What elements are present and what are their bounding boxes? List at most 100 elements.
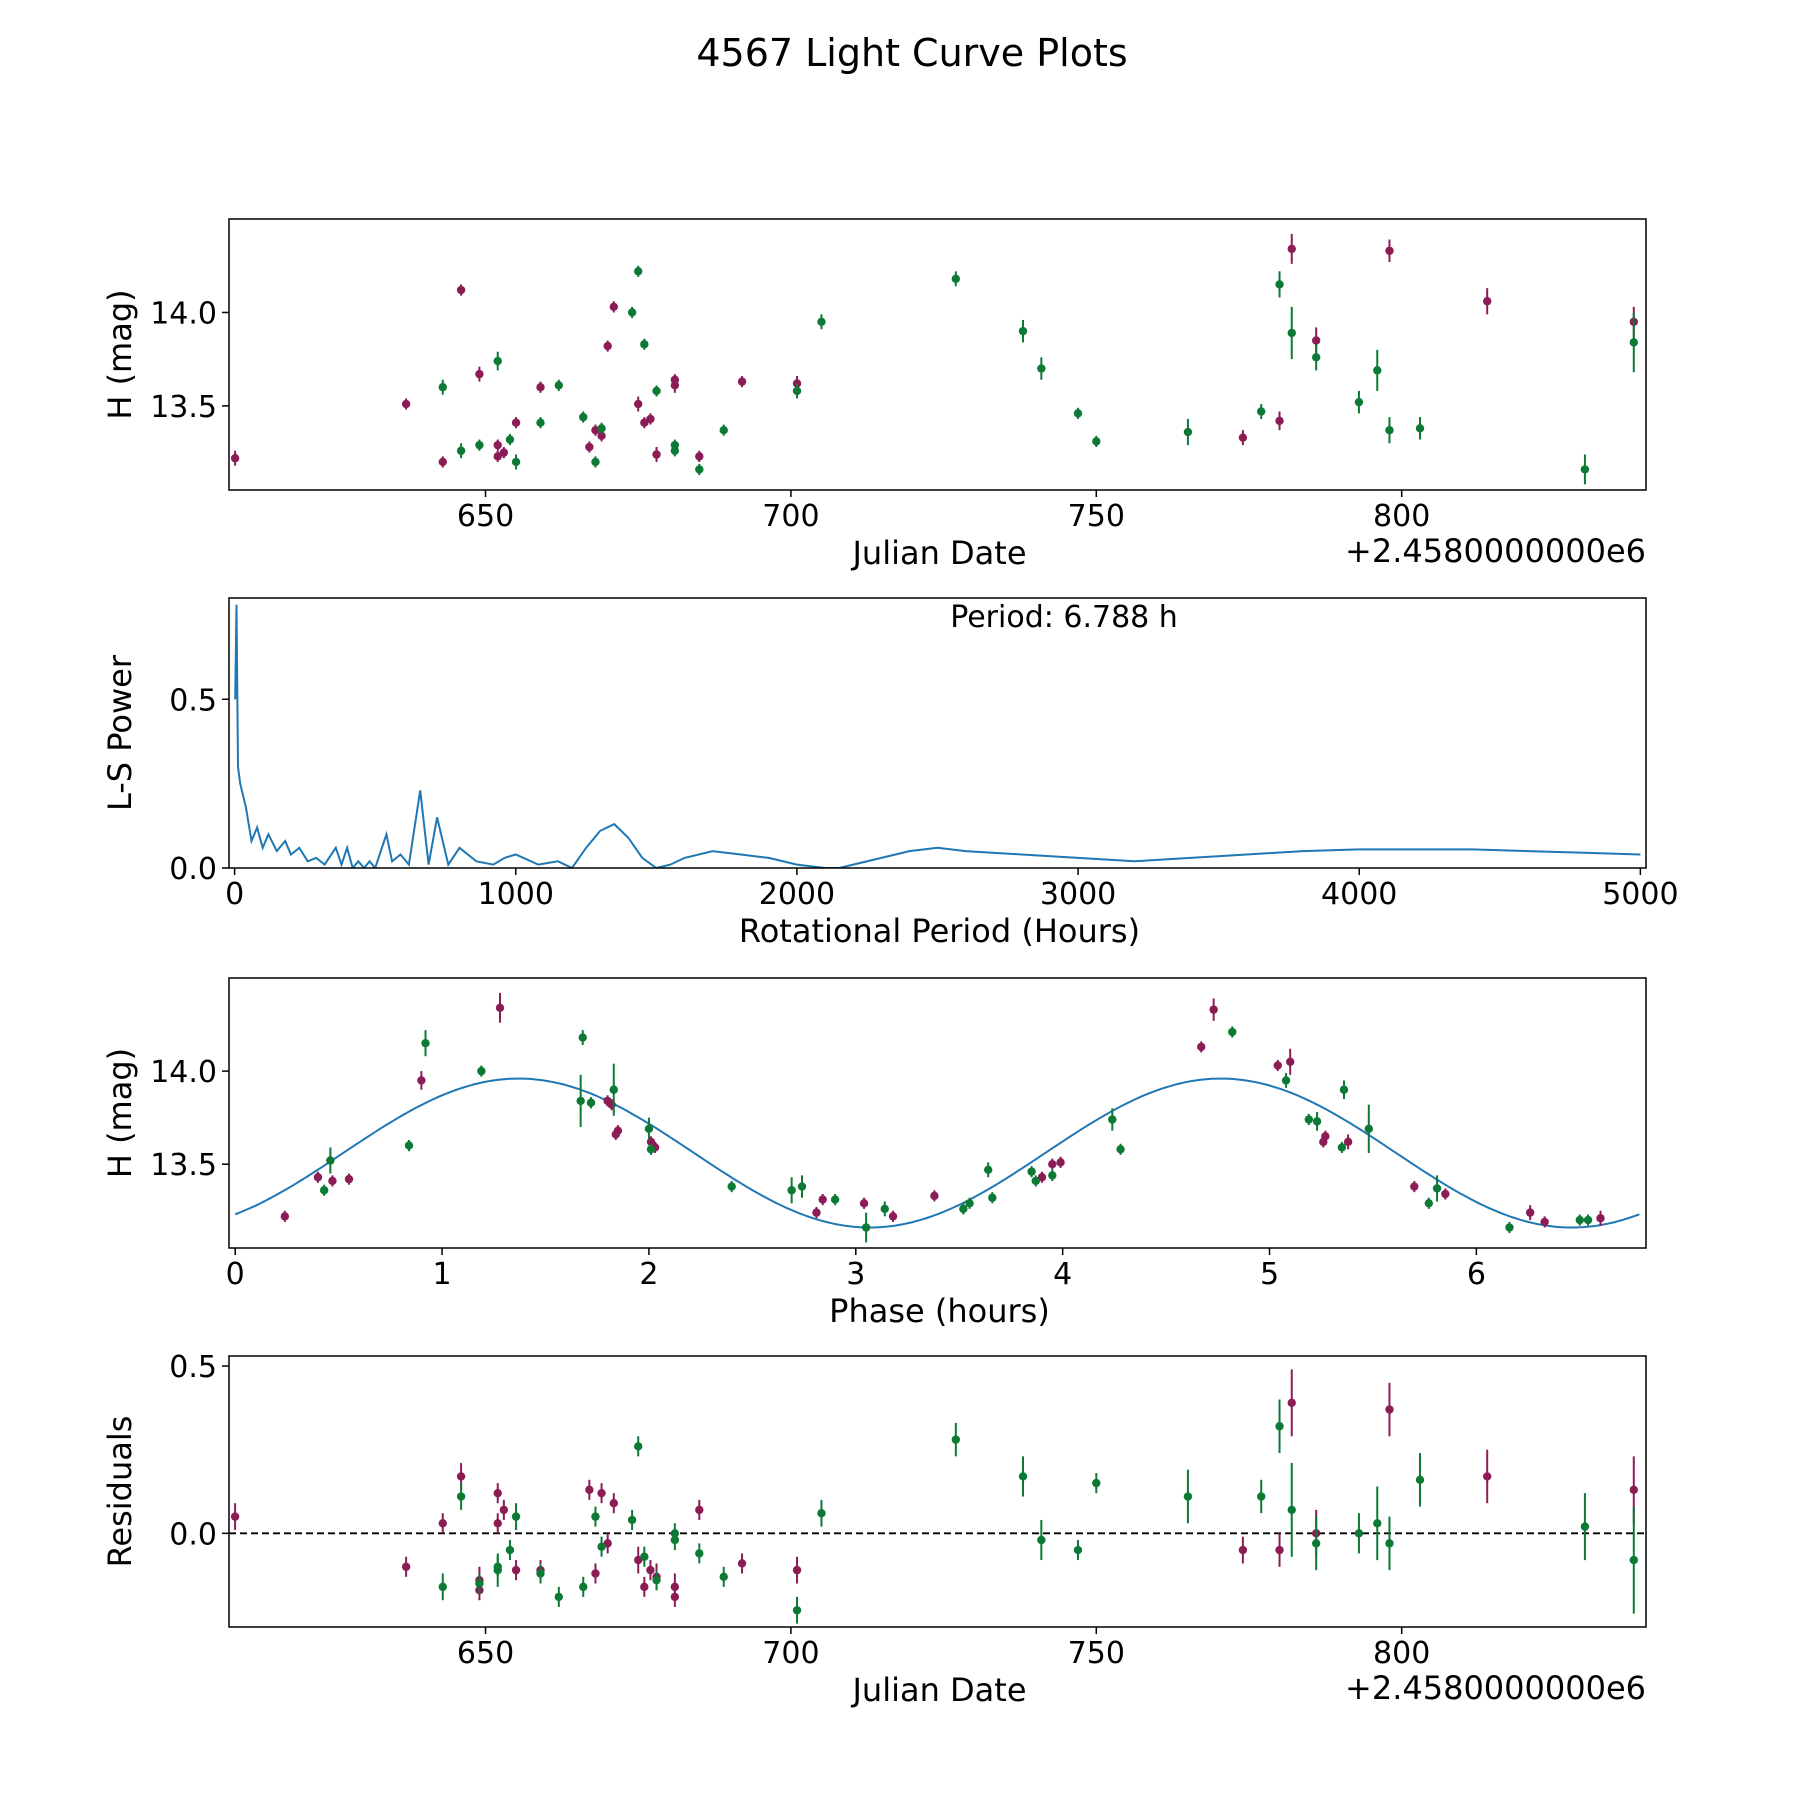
light-curve-data-point — [536, 383, 545, 392]
residuals-data-point — [1385, 1539, 1394, 1548]
light-curve-data-point — [1037, 364, 1046, 373]
light-curve-data-point — [456, 446, 466, 455]
periodogram-plot-area — [234, 604, 1641, 868]
phase-folded-data-point — [1339, 1085, 1349, 1094]
residuals-data-point — [493, 1519, 502, 1528]
phase-folded-data-point — [1575, 1215, 1585, 1225]
residuals-panel: 650 700 750 800 0.0 0.5 Julian Date Residuals +2… — [101, 1350, 1647, 1709]
phase-folded-data-point — [983, 1165, 993, 1174]
phase-folded-data-point — [1031, 1176, 1040, 1186]
residuals-data-point — [1275, 1422, 1284, 1431]
phase-folded-data-point — [965, 1199, 974, 1208]
residuals-y-tick-label: 0.0 — [169, 1517, 217, 1552]
residuals-data-point — [652, 1575, 661, 1585]
phase-folded-panel: 0 1 2 3 4 5 6 13.5 14.0 Phase (hours) H (mag) — [101, 977, 1647, 1330]
residuals-data-point — [817, 1509, 826, 1518]
periodogram-y-tick-label: 0.0 — [169, 852, 217, 887]
phase-folded-data-point — [495, 1003, 505, 1012]
phase-folded-data-point — [1410, 1182, 1419, 1191]
residuals-data-point — [792, 1565, 802, 1575]
residuals-data-point — [695, 1549, 704, 1558]
residuals-data-point — [499, 1505, 509, 1515]
phase-folded-data-point — [421, 1038, 430, 1048]
phase-folded-data-point — [280, 1212, 290, 1221]
residuals-data-point — [585, 1485, 594, 1495]
phase-folded-data-point — [477, 1066, 486, 1076]
light-curve-data-point — [597, 424, 606, 433]
light-curve-data-point — [1311, 336, 1321, 345]
residuals-data-point — [737, 1559, 747, 1568]
phase-folded-y-axis-label: H (mag) — [101, 1048, 139, 1178]
phase-folded-data-point — [1048, 1160, 1057, 1169]
phase-folded-data-point — [328, 1176, 337, 1186]
phase-folded-data-point — [613, 1126, 623, 1135]
residuals-data-point — [1385, 1405, 1394, 1414]
light-curve-data-point — [737, 377, 747, 386]
phase-folded-x-tick-label: 6 — [1467, 1257, 1486, 1292]
phase-folded-data-point — [319, 1186, 329, 1195]
residuals-data-point — [438, 1582, 447, 1592]
residuals-data-point — [951, 1435, 961, 1444]
light-curve-data-point — [456, 285, 466, 295]
residuals-plot-area — [230, 1369, 1638, 1624]
light-curve-data-point — [792, 379, 802, 388]
residuals-data-point — [792, 1606, 802, 1615]
light-curve-data-point — [695, 452, 704, 461]
phase-folded-data-point — [1364, 1124, 1374, 1134]
light-curve-data-point — [493, 452, 502, 461]
phase-folded-data-point — [1048, 1171, 1057, 1180]
light-curve-data-point — [817, 317, 826, 326]
residuals-y-tick-label: 0.5 — [169, 1350, 217, 1385]
light-curve-data-point — [1311, 353, 1321, 362]
residuals-data-point — [493, 1488, 502, 1498]
residuals-data-point — [640, 1552, 649, 1561]
residuals-data-point — [640, 1582, 649, 1592]
residuals-data-point — [475, 1579, 484, 1588]
phase-folded-y-tick-label: 13.5 — [150, 1148, 217, 1183]
phase-folded-data-point — [859, 1199, 869, 1208]
light-curve-x-tick-label: 750 — [1068, 499, 1125, 534]
light-curve-data-point — [499, 448, 509, 457]
residuals-data-point — [1629, 1485, 1638, 1495]
light-curve-data-point — [1580, 465, 1590, 474]
residuals-data-point — [719, 1572, 728, 1582]
light-curve-data-point — [585, 442, 594, 452]
light-curve-data-point — [670, 375, 680, 384]
residuals-data-point — [1354, 1529, 1364, 1538]
light-curve-data-point — [597, 431, 606, 440]
light-curve-data-point — [1287, 328, 1296, 338]
light-curve-data-point — [1092, 437, 1101, 446]
light-curve-data-point — [1275, 416, 1284, 426]
phase-folded-data-point — [1027, 1167, 1036, 1176]
phase-folded-data-point — [576, 1096, 585, 1106]
residuals-data-point — [1183, 1492, 1193, 1501]
light-curve-data-point — [652, 450, 661, 459]
residuals-data-point — [1580, 1522, 1590, 1531]
residuals-data-point — [1257, 1492, 1266, 1501]
phase-folded-data-point — [1037, 1173, 1047, 1182]
phase-folded-data-point — [812, 1208, 821, 1217]
residuals-data-point — [511, 1565, 521, 1575]
phase-folded-data-point — [930, 1191, 939, 1201]
residuals-data-point — [597, 1542, 606, 1551]
residuals-data-point — [1037, 1535, 1046, 1545]
residuals-x-offset-label: +2.4580000000e6 — [1345, 1669, 1646, 1707]
light-curve-data-point — [401, 399, 411, 409]
phase-folded-data-point — [646, 1145, 656, 1154]
phase-folded-axes-frame — [228, 977, 1647, 1249]
residuals-data-point — [670, 1592, 680, 1602]
light-curve-x-tick-label: 700 — [762, 499, 819, 534]
phase-folded-data-point — [578, 1033, 587, 1042]
phase-folded-data-point — [1321, 1132, 1330, 1141]
light-curve-data-point — [536, 418, 545, 427]
phase-folded-data-point — [1337, 1143, 1347, 1152]
residuals-data-point — [597, 1488, 606, 1498]
light-curve-x-tick-label: 650 — [457, 499, 514, 534]
light-curve-data-point — [1257, 407, 1266, 416]
residuals-data-point — [1629, 1555, 1638, 1565]
residuals-data-point — [456, 1492, 466, 1501]
phase-folded-data-point — [1343, 1137, 1353, 1147]
residuals-data-point — [591, 1569, 600, 1578]
phase-folded-data-point — [1228, 1027, 1237, 1037]
light-curve-data-point — [1629, 338, 1638, 347]
